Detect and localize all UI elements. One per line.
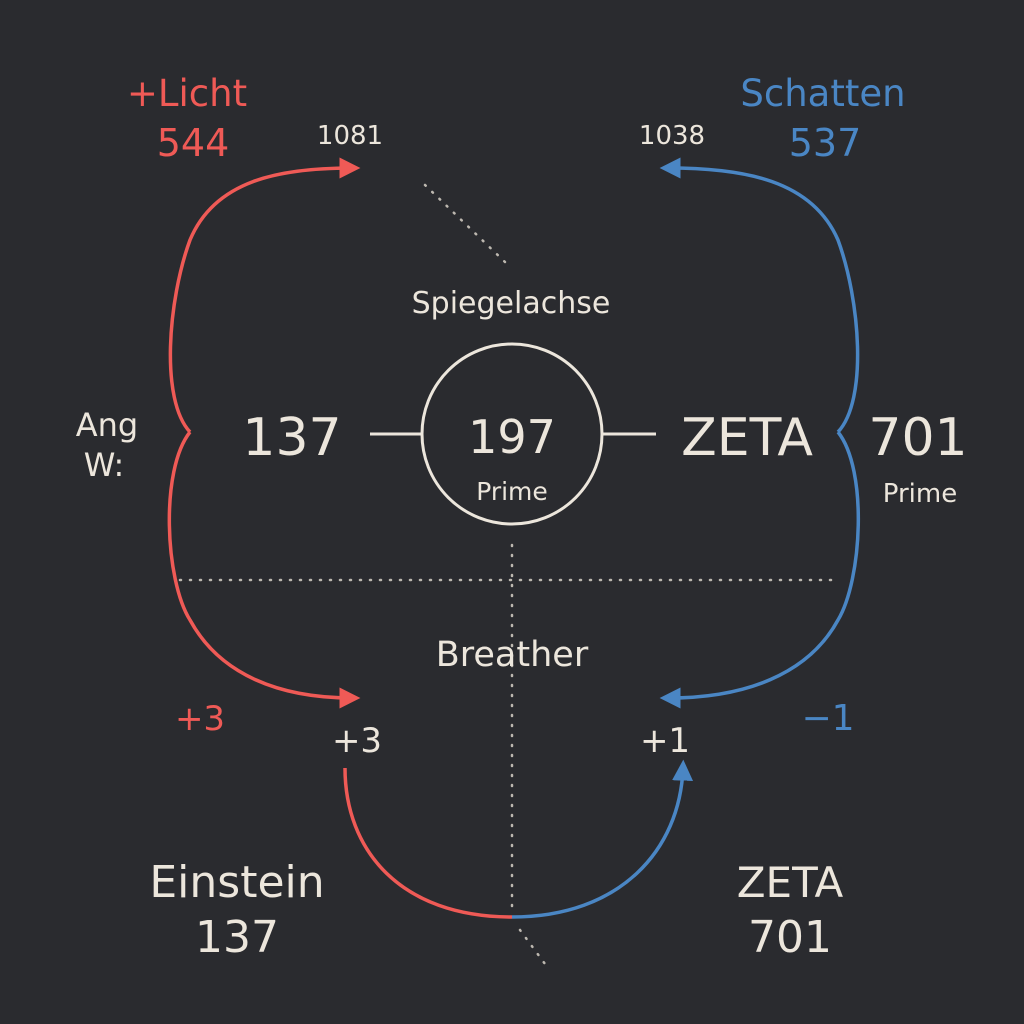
circle-value: 197	[468, 410, 556, 464]
bottom-left-line1: Einstein	[149, 857, 324, 908]
shadow-title: Schatten	[740, 72, 905, 115]
shadow-arrow-target: 1038	[639, 121, 705, 151]
left-side-line1: Ang	[76, 406, 138, 444]
light-value: 544	[157, 121, 230, 165]
breather-arc-shadow	[511, 759, 694, 919]
right-center-label: Prime	[883, 479, 957, 509]
breather-arc-light	[343, 767, 513, 919]
center-prime-circle	[420, 342, 604, 526]
shadow-upper-arrow	[659, 157, 860, 434]
shadow-delta-inner: +1	[640, 721, 690, 761]
left-center-value: 137	[242, 408, 341, 468]
left-side-line2: W:	[84, 446, 125, 484]
shadow-value: 537	[789, 121, 862, 165]
light-delta-outer: +3	[175, 699, 225, 739]
light-delta-inner: +3	[332, 721, 382, 761]
bottom-right-line2: 701	[748, 912, 832, 963]
right-center-word: ZETA	[681, 408, 813, 468]
breather-label: Breather	[436, 635, 589, 675]
lower-diagonal-dotted-guide	[518, 928, 550, 970]
circle-label: Prime	[476, 477, 548, 506]
light-lower-arrow	[167, 430, 361, 709]
diagonal-dotted-guide	[423, 183, 507, 264]
bottom-left-line2: 137	[195, 912, 279, 963]
light-upper-arrow	[168, 157, 361, 434]
right-center-value: 701	[868, 408, 967, 468]
shadow-lower-arrow	[659, 430, 861, 709]
shadow-delta-outer: −1	[801, 698, 854, 739]
light-arrow-target: 1081	[317, 121, 383, 151]
light-title: +Licht	[127, 72, 247, 115]
mirror-axis-label: Spiegelachse	[412, 286, 611, 321]
bottom-right-line1: ZETA	[737, 858, 844, 907]
